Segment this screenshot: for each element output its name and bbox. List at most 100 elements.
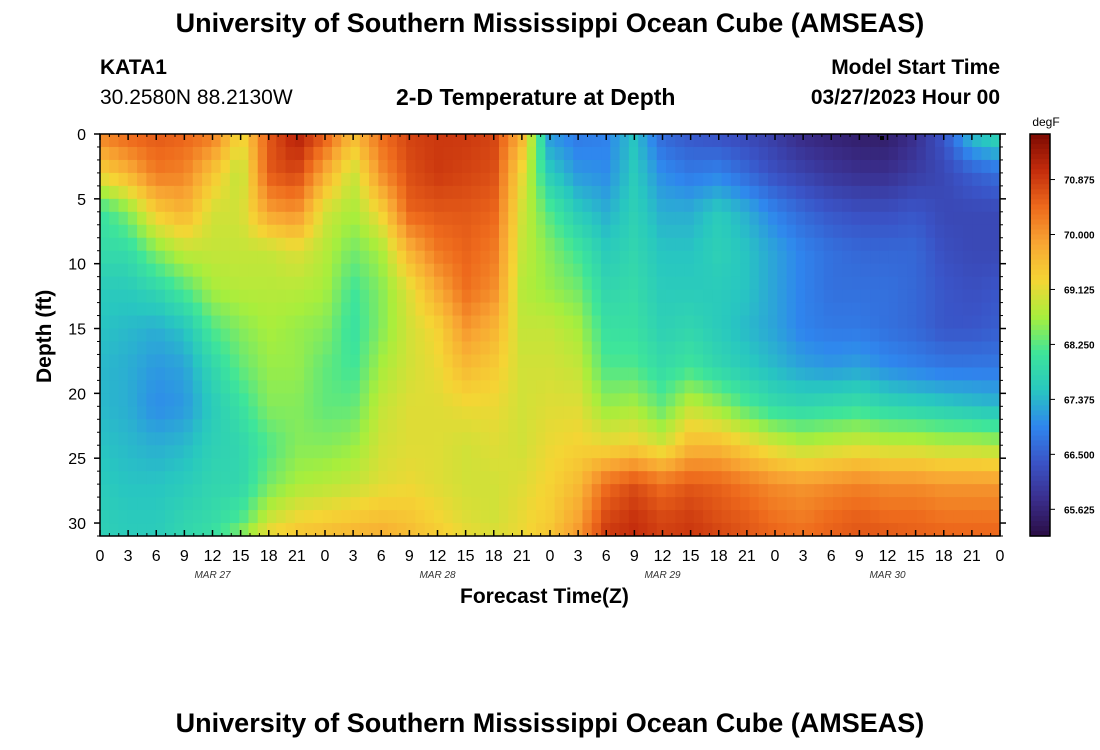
colorbar-cell [1030, 510, 1050, 517]
heatmap-cell [406, 237, 417, 252]
heatmap-cell [220, 471, 231, 485]
heatmap-cell [563, 263, 574, 278]
heatmap-cell [935, 134, 945, 148]
heatmap-cell [331, 172, 342, 187]
heatmap-cell [860, 471, 871, 485]
heatmap-cell [498, 380, 509, 394]
heatmap-cell [897, 419, 908, 433]
heatmap-cell [526, 432, 537, 446]
heatmap-cell [842, 250, 853, 265]
heatmap-cell [962, 458, 973, 472]
heatmap-cell [712, 484, 723, 498]
heatmap-cell [656, 315, 667, 330]
colorbar-cell [1030, 199, 1050, 205]
heatmap-cell [888, 276, 899, 291]
heatmap-cell [489, 367, 500, 381]
heatmap-cell [684, 185, 695, 200]
heatmap-cell [276, 172, 287, 187]
heatmap-cell [211, 185, 222, 200]
heatmap-cell [211, 211, 222, 226]
heatmap-cell [675, 198, 686, 213]
heatmap-cell [396, 406, 407, 420]
heatmap-cell [573, 237, 584, 252]
heatmap-cell [619, 276, 630, 291]
heatmap-cell [100, 523, 110, 536]
heatmap-cell [582, 419, 593, 433]
heatmap-cell [907, 198, 918, 213]
heatmap-cell [962, 159, 973, 174]
heatmap-cell [925, 263, 936, 278]
heatmap-cell [424, 484, 435, 498]
heatmap-cell [285, 341, 296, 356]
heatmap-cell [359, 276, 370, 291]
heatmap-cell [832, 406, 843, 420]
heatmap-cell [740, 354, 751, 369]
heatmap-cell [100, 289, 110, 304]
heatmap-cell [489, 419, 500, 433]
colorbar-cell [1030, 490, 1050, 497]
heatmap-cell [972, 276, 983, 291]
heatmap-cell [248, 211, 259, 226]
heatmap-cell [276, 328, 287, 343]
heatmap-cell [693, 445, 704, 459]
heatmap-cell [164, 289, 175, 304]
heatmap-cell [962, 328, 973, 343]
heatmap-cell [359, 484, 370, 498]
heatmap-cell [601, 510, 611, 524]
heatmap-cell [341, 393, 352, 407]
heatmap-cell [220, 432, 231, 446]
heatmap-cell [582, 445, 593, 459]
heatmap-cell [591, 406, 602, 420]
heatmap-cell [768, 471, 778, 485]
heatmap-cell [406, 523, 417, 536]
heatmap-cell [461, 523, 472, 536]
heatmap-cell [879, 159, 890, 174]
heatmap-cell [239, 406, 250, 420]
heatmap-cell [341, 406, 352, 420]
heatmap-cell [202, 419, 212, 433]
heatmap-cell [424, 367, 435, 381]
heatmap-cell [331, 380, 342, 394]
heatmap-cell [322, 172, 333, 187]
heatmap-cell [276, 211, 287, 226]
heatmap-cell [294, 289, 305, 304]
heatmap-cell [870, 185, 880, 200]
heatmap-cell [823, 367, 834, 381]
heatmap-cell [378, 380, 389, 394]
y-tick-label: 0 [77, 127, 86, 144]
heatmap-cell [192, 224, 203, 239]
heatmap-cell [842, 198, 853, 213]
heatmap-cell [443, 523, 454, 536]
heatmap-cell [424, 211, 435, 226]
heatmap-cell [304, 134, 314, 148]
heatmap-cell [415, 432, 426, 446]
heatmap-cell [758, 393, 769, 407]
heatmap-cell [953, 250, 964, 265]
heatmap-cell [712, 406, 723, 420]
heatmap-cell [285, 237, 296, 252]
heatmap-cell [823, 146, 834, 161]
heatmap-cell [563, 224, 574, 239]
heatmap-cell [675, 406, 686, 420]
heatmap-cell [981, 172, 992, 187]
heatmap-cell [665, 198, 676, 213]
heatmap-cell [721, 250, 732, 265]
heatmap-cell [749, 224, 760, 239]
heatmap-cell [369, 484, 379, 498]
heatmap-cell [805, 146, 816, 161]
heatmap-cell [174, 458, 185, 472]
heatmap-cell [387, 211, 398, 226]
heatmap-cell [322, 471, 333, 485]
heatmap-cell [925, 484, 936, 498]
heatmap-cell [795, 146, 806, 161]
heatmap-cell [675, 497, 686, 511]
heatmap-cell [164, 211, 175, 226]
heatmap-cell [331, 211, 342, 226]
heatmap-cell [601, 406, 611, 420]
heatmap-cell [563, 146, 574, 161]
heatmap-cell [665, 445, 676, 459]
heatmap-cell [972, 510, 983, 524]
heatmap-cell [601, 367, 611, 381]
heatmap-cell [331, 458, 342, 472]
heatmap-cell [146, 134, 157, 148]
